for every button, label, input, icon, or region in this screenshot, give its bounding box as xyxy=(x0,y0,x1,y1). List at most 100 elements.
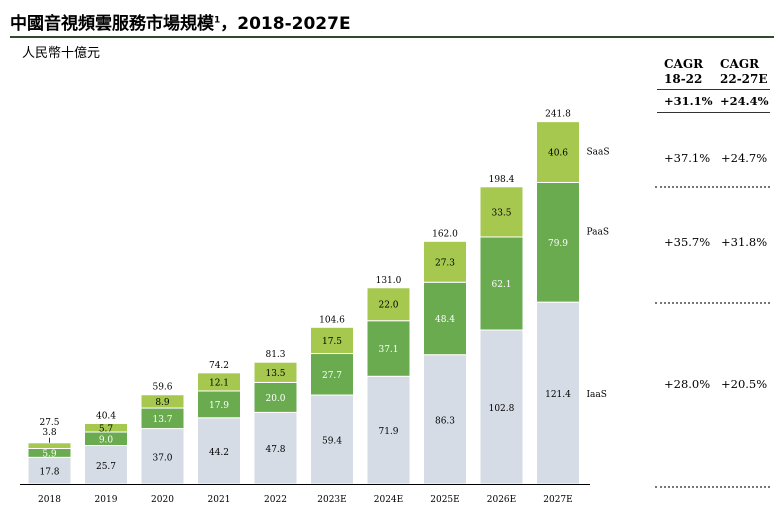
label-saas-2027E: 40.6 xyxy=(548,149,568,159)
label-iaas-2027E: 121.4 xyxy=(545,390,571,400)
x-tick-2019: 2019 xyxy=(95,495,118,505)
label-paas-2019: 9.0 xyxy=(99,435,114,445)
bar-paas-2024E xyxy=(366,320,411,377)
chart-title-main: 中國音視頻雲服務市場規模 xyxy=(10,14,214,34)
label-total-2024E: 131.0 xyxy=(376,276,402,286)
bar-iaas-2027E xyxy=(536,301,580,485)
label-paas-2026E: 62.1 xyxy=(491,280,511,290)
label-paas-2018: 5.9 xyxy=(42,449,57,459)
bar-paas-2023E xyxy=(310,353,354,396)
cagr-header-18-22-line1: CAGR xyxy=(664,57,704,71)
bar-saas-2019 xyxy=(84,422,128,433)
cagr-total-18-22: +31.1% xyxy=(664,94,713,108)
x-tick-2026E: 2026E xyxy=(487,495,516,505)
cagr-header-22-27e-line1: CAGR xyxy=(720,57,760,71)
stacked-bar-chart: 17.8 5.9 3.827.5 2018 25.7 9.05.7 40.4 2019 37.0… xyxy=(20,110,610,505)
label-saas-2018: 3.8 xyxy=(42,428,57,438)
bar-iaas-2023E xyxy=(310,394,354,485)
x-tick-2018: 2018 xyxy=(38,495,61,505)
label-saas-2025E: 27.3 xyxy=(435,258,455,268)
bar-paas-2021 xyxy=(197,390,241,419)
chart-title: 中國音視頻雲服務市場規模1，2018-2027E xyxy=(10,9,351,34)
series-label-paas: PaaS xyxy=(587,227,610,237)
bar-iaas-2022 xyxy=(253,411,298,485)
x-tick-2023E: 2023E xyxy=(317,495,346,505)
x-tick-2021: 2021 xyxy=(208,495,231,505)
label-total-2018: 27.5 xyxy=(39,418,59,428)
cagr-saas-18-22: +37.1% xyxy=(664,151,711,165)
label-paas-2027E: 79.9 xyxy=(548,239,568,249)
label-iaas-2024E: 71.9 xyxy=(378,427,398,437)
label-paas-2022: 20.0 xyxy=(265,394,285,404)
label-paas-2023E: 27.7 xyxy=(322,371,342,381)
label-saas-2020: 8.9 xyxy=(155,398,170,408)
label-iaas-2025E: 86.3 xyxy=(435,416,455,426)
cagr-paas-divider xyxy=(655,302,770,304)
label-saas-2023E: 17.5 xyxy=(322,337,342,347)
cagr-saas-22-27e: +24.7% xyxy=(721,151,768,165)
bar-saas-2023E xyxy=(310,326,354,355)
bar-paas-2026E xyxy=(479,236,524,331)
series-label-iaas: IaaS xyxy=(587,390,607,400)
x-tick-2024E: 2024E xyxy=(374,495,403,505)
bar-saas-2021 xyxy=(197,372,241,392)
label-total-2020: 59.6 xyxy=(152,383,172,393)
label-saas-2024E: 22.0 xyxy=(378,301,398,311)
x-tick-2020: 2020 xyxy=(151,495,174,505)
label-iaas-2026E: 102.8 xyxy=(489,404,515,414)
bar-iaas-2026E xyxy=(479,329,524,485)
bar-saas-2022 xyxy=(253,361,298,383)
cagr-total-22-27e: +24.4% xyxy=(720,94,769,108)
label-paas-2025E: 48.4 xyxy=(435,315,455,325)
cagr-total-rule xyxy=(657,112,770,113)
bar-iaas-2021 xyxy=(197,417,241,485)
chart-title-footnote: 1 xyxy=(214,15,221,26)
bar-saas-2018 xyxy=(27,442,72,449)
label-iaas-2023E: 59.4 xyxy=(322,437,342,447)
bar-saas-2027E xyxy=(536,121,580,183)
bar-saas-2020 xyxy=(140,394,185,409)
chart-title-years: ，2018-2027E xyxy=(220,14,351,34)
cagr-header-22-27e-line2: 22-27E xyxy=(720,72,768,86)
bar-saas-2025E xyxy=(423,240,467,283)
label-saas-2021: 12.1 xyxy=(209,378,229,388)
label-paas-2020: 13.7 xyxy=(152,415,172,425)
bar-saas-2024E xyxy=(366,287,411,322)
label-iaas-2020: 37.0 xyxy=(152,453,172,463)
bar-iaas-2025E xyxy=(423,354,467,485)
label-saas-2019: 5.7 xyxy=(99,424,114,434)
cagr-header-18-22-line2: 18-22 xyxy=(664,72,703,86)
label-total-2025E: 162.0 xyxy=(432,229,458,239)
cagr-header-18-22: CAGR 18-22 xyxy=(664,57,703,87)
bar-saas-2026E xyxy=(479,186,524,238)
label-iaas-2019: 25.7 xyxy=(96,462,116,472)
series-label-saas: SaaS xyxy=(587,148,610,158)
cagr-iaas-22-27e: +20.5% xyxy=(721,377,768,391)
bar-iaas-2020 xyxy=(140,428,185,485)
cagr-iaas-divider xyxy=(655,486,770,488)
label-iaas-2018: 17.8 xyxy=(39,468,59,478)
x-tick-2025E: 2025E xyxy=(430,495,459,505)
label-total-2019: 40.4 xyxy=(96,411,116,421)
label-iaas-2022: 47.8 xyxy=(265,445,285,455)
label-total-2027E: 241.8 xyxy=(545,110,571,120)
label-saas-2022: 13.5 xyxy=(265,369,285,379)
cagr-header-22-27e: CAGR 22-27E xyxy=(720,57,768,87)
label-total-2023E: 104.6 xyxy=(319,315,345,325)
x-tick-2022: 2022 xyxy=(264,495,287,505)
label-total-2022: 81.3 xyxy=(265,350,285,360)
label-saas-2026E: 33.5 xyxy=(491,208,511,218)
bar-paas-2027E xyxy=(536,181,580,303)
cagr-saas-divider xyxy=(655,186,770,188)
title-divider xyxy=(10,36,774,38)
label-iaas-2021: 44.2 xyxy=(209,448,229,458)
cagr-iaas-18-22: +28.0% xyxy=(664,377,711,391)
label-paas-2021: 17.9 xyxy=(209,401,229,411)
label-total-2026E: 198.4 xyxy=(489,175,515,185)
unit-label: 人民幣十億元 xyxy=(22,46,101,61)
x-tick-2027E: 2027E xyxy=(543,495,572,505)
bar-paas-2022 xyxy=(253,381,298,413)
label-total-2021: 74.2 xyxy=(209,361,229,371)
cagr-paas-22-27e: +31.8% xyxy=(721,235,768,249)
label-paas-2024E: 37.1 xyxy=(378,345,398,355)
